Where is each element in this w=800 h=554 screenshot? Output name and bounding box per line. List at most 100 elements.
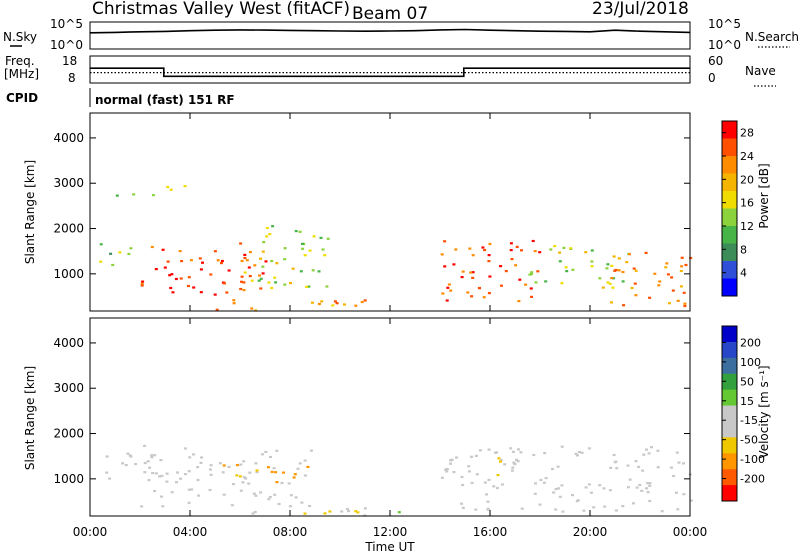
data-cell [689,499,693,502]
data-cell [265,226,269,230]
colorbar-segment [722,191,737,209]
data-cell [468,247,472,250]
data-cell [309,449,313,452]
freq-frame [89,55,691,84]
data-cell [670,276,674,279]
velocity-y-axis-label: Slant Range [km] [23,366,37,470]
nsky-frame [89,21,691,50]
data-cell [544,280,548,283]
data-cell [650,446,653,449]
data-cell [671,289,675,292]
data-cell [282,471,285,474]
data-cell [311,269,315,272]
data-cell [335,302,339,305]
data-cell [240,280,243,283]
data-cell [151,194,155,197]
data-cell [241,481,245,484]
data-cell [128,454,132,457]
data-cell [287,482,291,485]
data-cell [298,230,302,233]
colorbar-tick-label: 200 [740,336,761,349]
data-cell [154,268,158,271]
plot-title: Christmas Valley West (fitACF) [92,0,350,19]
velocity-y-ticks: 1000 2000 3000 4000 [53,336,690,486]
data-cell [445,470,449,473]
colorbar-tick-label: 50 [740,375,754,388]
power-frame [89,112,691,312]
data-cell [461,506,465,509]
data-cell [554,508,558,511]
power-x-ticks [89,113,691,311]
data-cell [273,493,277,496]
data-cell [676,508,680,511]
data-cell [175,481,178,484]
data-cell [289,282,292,285]
data-cell [516,448,520,451]
data-cell [653,272,657,275]
data-cell [558,251,562,254]
freq-panel: Freq. [MHz] 18 8 60 0 Nave [4,54,776,87]
data-cell [487,254,491,257]
data-cell [129,247,133,250]
data-cell [612,277,616,280]
data-cell [99,260,103,263]
data-cell [474,508,478,511]
data-cell [328,510,332,513]
data-cell [225,291,229,294]
data-cell [397,511,401,514]
y-tick-label: 2000 [53,427,84,441]
data-cell [584,486,588,489]
data-cell [530,271,534,274]
data-cell [321,248,325,251]
data-cell [354,304,358,307]
data-cell [680,265,684,268]
data-cell [553,245,557,248]
data-cell [184,473,187,476]
data-cell [612,453,616,457]
data-cell [253,510,257,514]
data-cell [189,259,193,262]
data-cell [487,478,491,481]
data-cell [306,465,310,468]
data-cell [510,469,514,472]
data-cell [474,454,478,457]
nsearch-tick-bottom: 10^0 [708,38,741,52]
data-cell [340,510,344,513]
data-cell [146,460,150,463]
data-cell [140,282,144,285]
data-cell [635,486,639,489]
data-cell [363,299,367,302]
data-cell [560,282,564,285]
data-cell [273,276,277,279]
data-cell [171,291,175,294]
data-cell [251,512,255,515]
data-cell [609,301,613,304]
data-cell [483,248,487,252]
x-tick-label: 16:00 [473,525,508,539]
data-cell [291,267,295,270]
data-cell [267,281,271,284]
data-cell [503,463,507,466]
data-cell [239,242,243,245]
data-cell [542,481,546,484]
data-cell [323,512,327,515]
data-cell [312,235,316,238]
data-cell [560,445,564,448]
data-cell [449,462,452,465]
data-cell [240,275,244,278]
power-panel: 1000 2000 3000 4000 Slant Range [km] 4 8 12 16… [23,112,771,312]
colorbar-tick-label: 8 [740,243,747,256]
data-cell [267,498,271,501]
data-cell [524,283,528,286]
data-cell [470,481,474,484]
colorbar-segment [722,208,737,227]
data-cell [612,255,616,258]
data-cell [452,263,456,266]
data-cell [683,304,687,308]
data-cell [617,269,621,272]
data-cell [216,259,220,262]
data-cell [610,277,614,280]
data-cell [301,242,304,245]
data-cell [165,480,169,483]
data-cell [609,466,613,469]
